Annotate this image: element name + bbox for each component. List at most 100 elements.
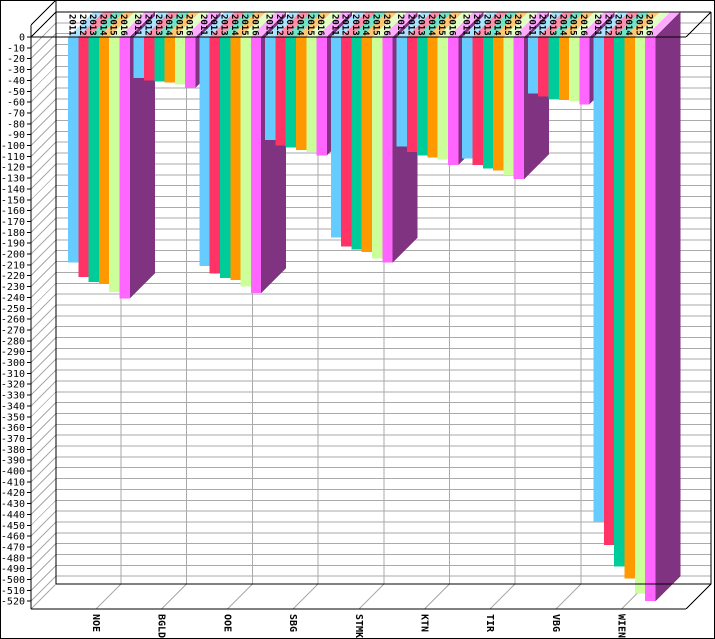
top-left-depth-edge [30,11,57,38]
bar-NOE-2011 [68,37,79,263]
hatch-line [30,575,57,602]
bar-top-KTN-2011 [396,12,432,37]
x-category-label: NOE [90,614,101,632]
bar-top-NOE-2016 [119,12,155,37]
hatch-line [30,554,57,580]
y-tick-label: -300 [1,358,25,369]
hatch-line [30,423,57,450]
x-category-label: KTN [419,614,430,632]
bar-BGLD-2014 [164,37,175,83]
bar-year-label-TIR-2015: 2015 [502,14,512,36]
bar-top-KTN-2013 [417,12,453,37]
floor-tick-line [358,583,385,610]
bar-VBG-2011 [527,37,539,94]
bar-year-label-NOE-2013: 2013 [87,14,97,36]
bar-top-KTN-2014 [427,12,463,37]
hatch-line [30,22,57,49]
y-tick-label: -200 [1,250,25,261]
bar-year-labels: 2011 2012 2013 2014 2015 2016 2011 2012 2013 2014… [67,14,654,36]
y-tick-label: -250 [1,304,25,315]
hatch-line [30,543,57,570]
y-tick-label: 0 [19,33,25,44]
y-tick-label: -400 [1,467,25,478]
y-tick-label: -470 [1,542,25,553]
bar-year-label-BGLD-2014: 2014 [163,14,173,36]
hatch-line [30,206,57,233]
hatch-line [30,315,57,342]
floor-tick-line [227,583,253,610]
hatch-line [30,326,57,353]
x-category-label: VBG [550,614,561,632]
hatch-line [30,120,57,146]
bar-KTN-2013 [417,37,428,156]
y-tick-label: -480 [1,553,25,564]
y-tick-label: -390 [1,456,25,467]
bar-TIR-2014 [493,37,504,171]
y-tick-label: -220 [1,271,25,282]
y-tick-label: -110 [1,152,25,163]
bar-top-OOE-2016 [250,12,287,37]
x-category-label: STMK [353,614,364,638]
y-tick-label: -90 [7,130,25,141]
bar-year-label-NOE-2012: 2012 [77,14,87,36]
bar-top-WIEN-2016 [645,12,681,37]
hatch-line [30,521,57,548]
bar-top-TIR-2013 [482,12,519,37]
bar-year-label-TIR-2013: 2013 [481,14,491,36]
y-tick-label: -80 [7,119,25,130]
bar-top-BGLD-2015 [174,12,211,37]
hatch-line [30,98,57,125]
bar-year-label-KTN-2015: 2015 [436,14,446,36]
bar-year-label-BGLD-2011: 2011 [132,14,142,36]
bar-OOE-2013 [220,37,231,278]
bar-year-label-SBG-2015: 2015 [305,14,315,36]
bar-top-OOE-2011 [199,12,235,37]
bar-year-label-WIEN-2013: 2013 [613,14,623,36]
frame-lines [30,0,712,610]
floor-grid [95,583,647,610]
bar-STMK-2014 [361,37,372,252]
bar-top-STMK-2014 [361,12,397,37]
bar-top-SBG-2013 [285,12,321,37]
y-tick-label: -120 [1,163,25,174]
bar-BGLD-2016 [185,37,196,88]
hatch-line [30,380,57,407]
hatch-line [30,358,57,385]
bar-top-BGLD-2011 [133,12,169,37]
hatch-line [30,434,57,461]
hatch-line [30,413,57,439]
bar-year-label-OOE-2011: 2011 [198,14,208,36]
bar-KTN-2011 [396,37,407,147]
bar-year-label-BGLD-2012: 2012 [143,14,153,36]
bar-top-VBG-2016 [579,12,615,37]
bar-year-label-WIEN-2015: 2015 [633,14,643,36]
bar-top-TIR-2012 [472,12,508,37]
bar-year-label-OOE-2012: 2012 [208,14,218,36]
hatch-line [30,174,57,201]
bar-year-label-NOE-2015: 2015 [108,14,118,36]
y-tick-label: -40 [7,76,25,87]
hatch-line [30,337,57,363]
bar-OOE-2011 [199,37,210,266]
hatch-line [30,163,57,190]
x-category-label: OOE [221,614,232,632]
bar-SBG-2014 [296,37,307,150]
floor-tick-line [489,583,516,610]
bar-year-label-KTN-2013: 2013 [416,14,426,36]
hatch-line [30,532,57,559]
y-tick-label: -160 [1,206,25,217]
bar-WIEN-2013 [614,37,625,567]
bar-top-KTN-2016 [448,12,484,37]
y-axis-labels: 0-10-20-30-40-50-60-70-80-90-100-110-120… [1,33,31,608]
bar-year-label-WIEN-2016: 2016 [644,14,654,36]
bar-top-STMK-2012 [341,12,377,37]
bar-year-label-KTN-2011: 2011 [395,14,405,36]
bar-VBG-2014 [558,37,570,100]
hatch-line [30,109,57,136]
hatch-line [30,347,57,374]
bar-year-label-KTN-2016: 2016 [447,14,457,36]
bar-SBG-2015 [306,37,317,153]
y-tick-label: -170 [1,217,25,228]
bar-VBG-2013 [548,37,559,99]
bar-TIR-2011 [462,37,473,159]
